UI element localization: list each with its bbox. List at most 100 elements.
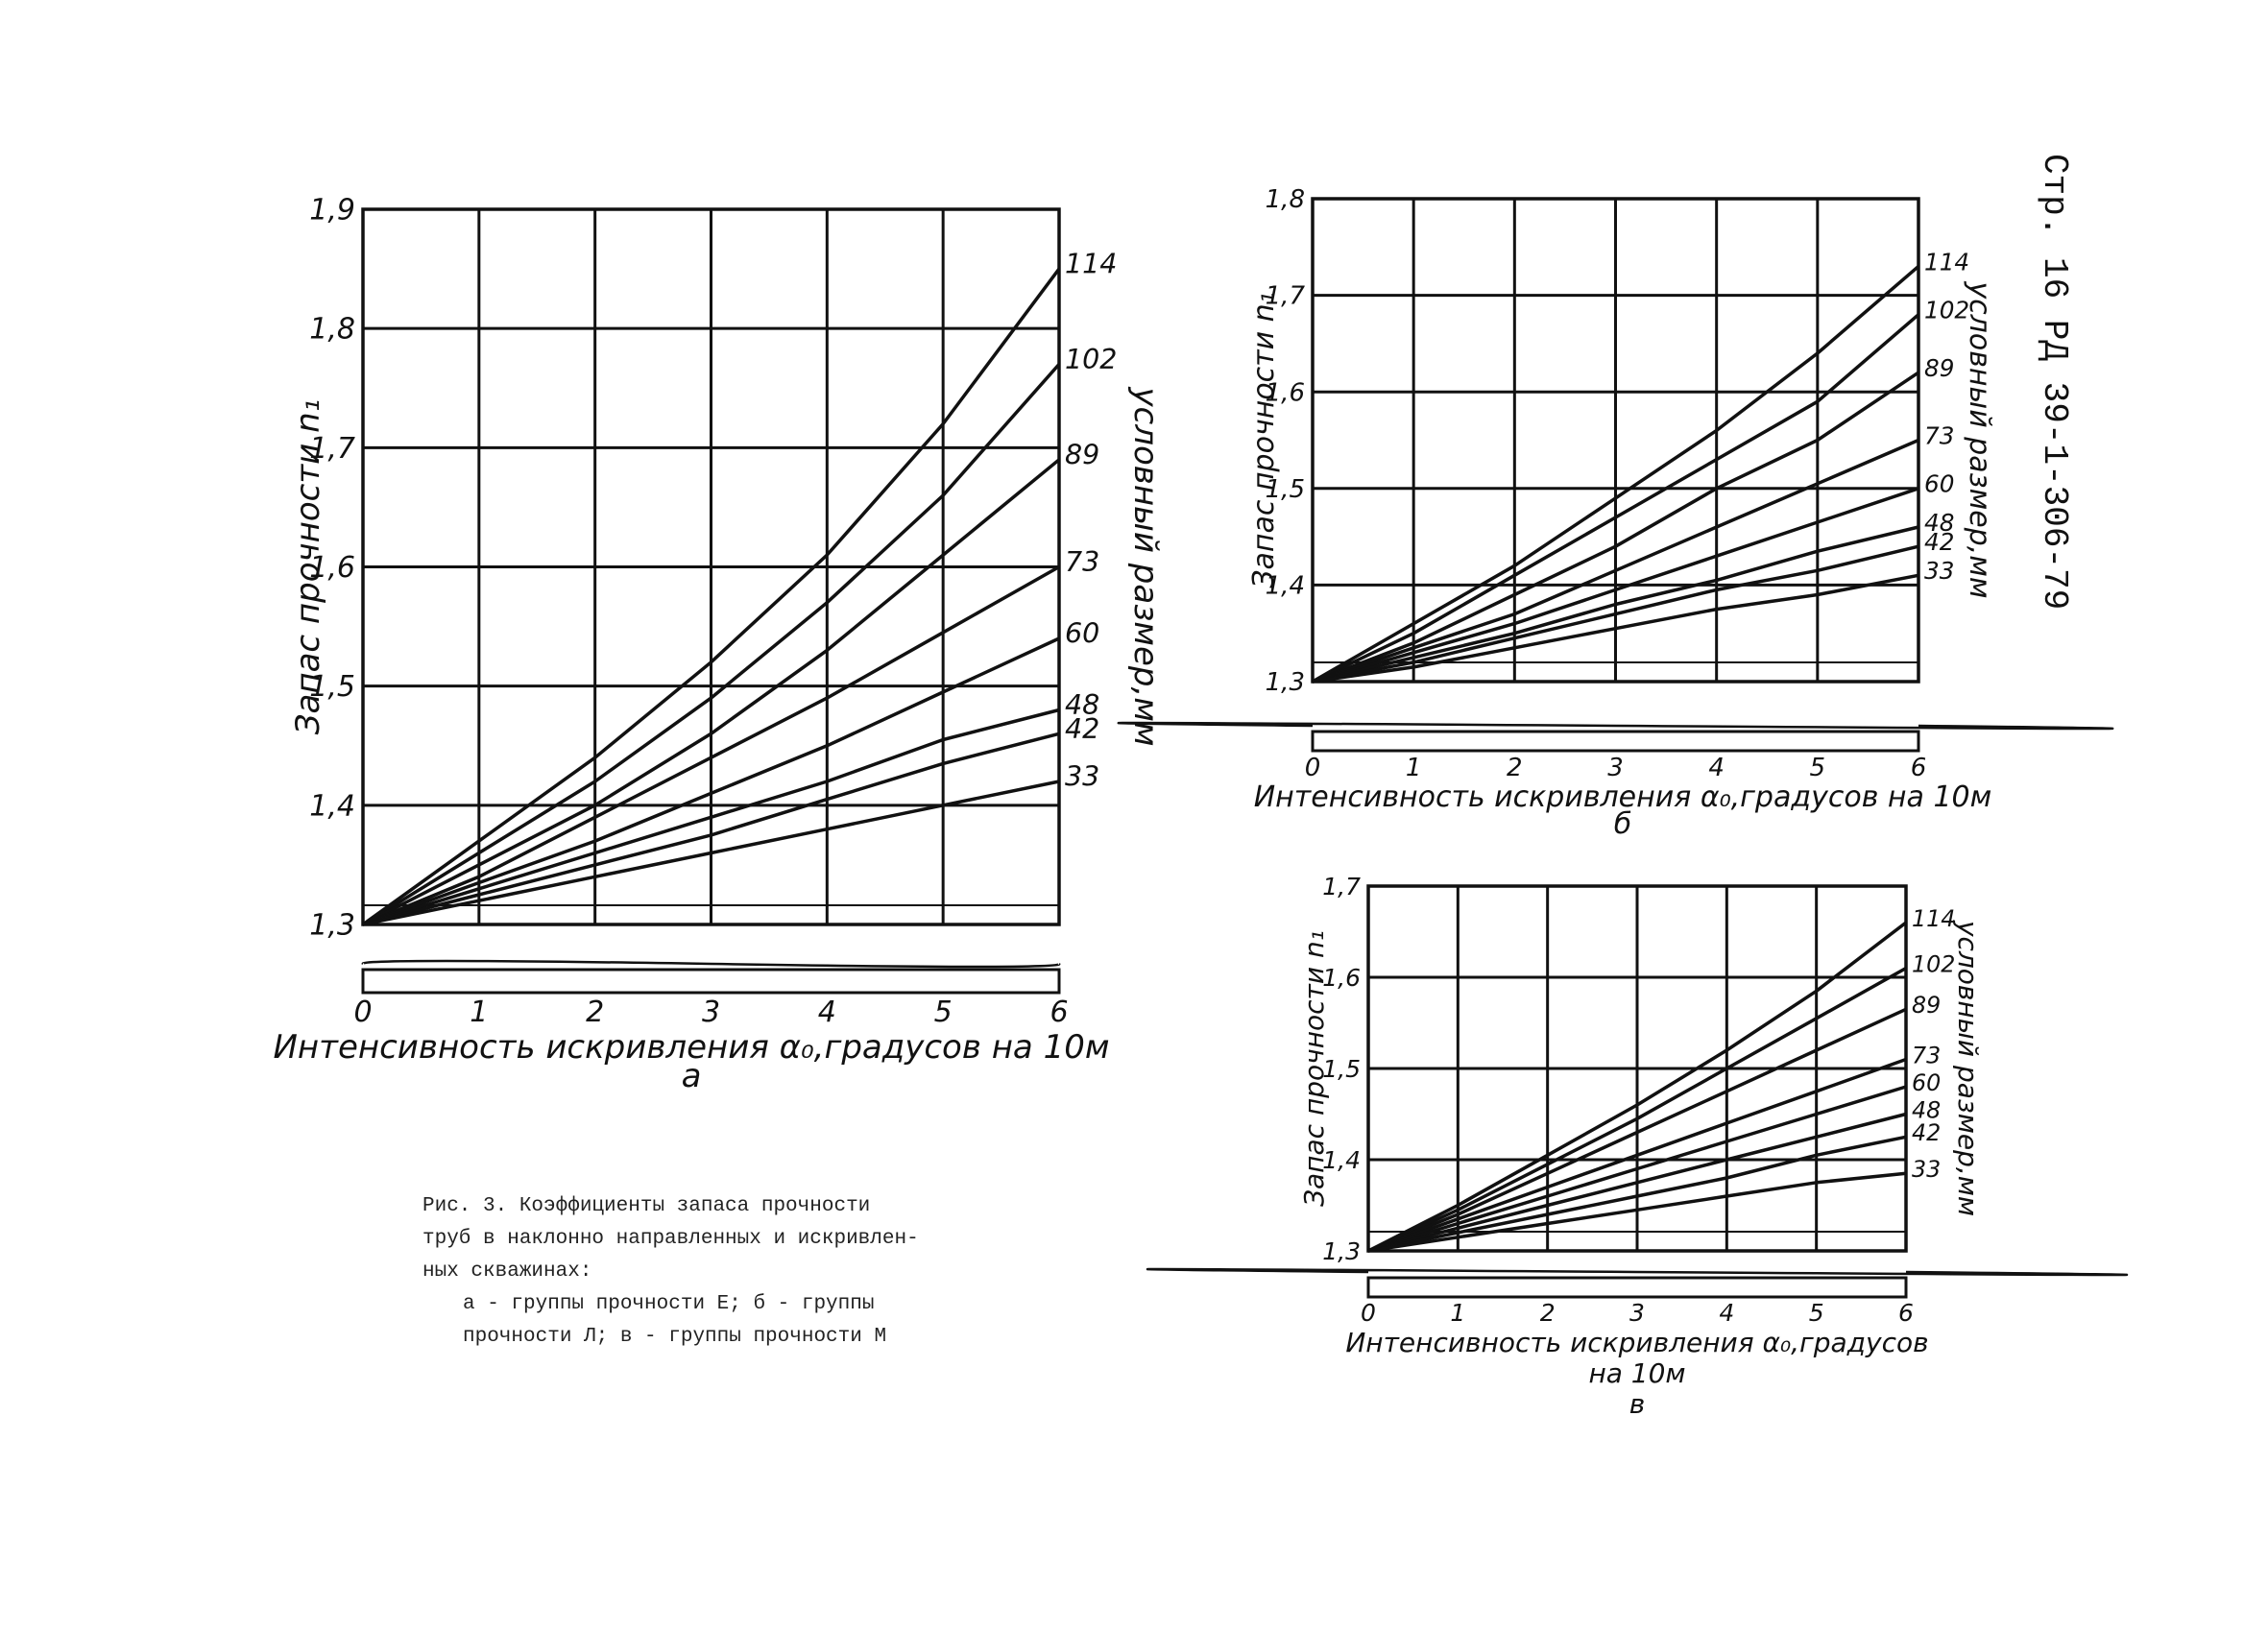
x-tick-label: 4 — [818, 996, 836, 1029]
x-tick-label: 4 — [1719, 1299, 1734, 1327]
series-label-114: 114 — [1912, 905, 1955, 932]
series-line-42 — [1367, 1135, 1907, 1253]
caption-line-3: ных скважинах: — [422, 1260, 592, 1283]
y-tick-label: 1,6 — [1322, 964, 1361, 992]
y-tick-label: 1,4 — [1266, 572, 1305, 601]
series-label-42: 42 — [1065, 713, 1099, 745]
series-label-114: 114 — [1924, 248, 1969, 276]
x-tick-label: 1 — [470, 996, 488, 1029]
x-tick-label: 6 — [1050, 996, 1068, 1029]
series-line-102 — [362, 363, 1061, 926]
series-line-48 — [1367, 1112, 1907, 1253]
x-tick-label: 5 — [1810, 754, 1826, 782]
series-line-73 — [1367, 1057, 1907, 1253]
series-line-89 — [1312, 371, 1919, 684]
series-label-42: 42 — [1912, 1119, 1941, 1146]
y-tick-label: 1,3 — [309, 909, 355, 943]
y-axis-label: Запас прочности n₁ — [1298, 930, 1330, 1207]
panel-label: б — [1614, 807, 1632, 841]
y-tick-label: 1,5 — [1266, 475, 1305, 504]
chart-a: 1,3 1,4 1,5 1,6 1,7 1,8 1,9 0 1 2 3 4 5 6 114 102 89 73 60… — [274, 194, 1165, 1096]
series-line-33 — [362, 780, 1060, 926]
series-label-48: 48 — [1912, 1096, 1941, 1123]
series-label-73: 73 — [1065, 546, 1099, 578]
series-axis-label: условный размер,мм — [1126, 386, 1165, 746]
x-tick-label: 0 — [1305, 754, 1321, 782]
y-tick-label: 1,7 — [309, 432, 355, 466]
series-axis-label: условный размер,мм — [1952, 920, 1984, 1216]
y-tick-label: 1,5 — [309, 670, 355, 704]
series-line-48 — [1312, 525, 1919, 684]
series-line-60 — [1367, 1085, 1907, 1253]
x-tick-label: 5 — [1809, 1299, 1824, 1327]
series-label-60: 60 — [1924, 470, 1954, 498]
series-line-102 — [1367, 966, 1907, 1253]
panel-label: а — [682, 1057, 702, 1095]
x-axis-label: Интенсивность искривления α₀,градусов — [1345, 1327, 1928, 1358]
series-label-33: 33 — [1912, 1156, 1941, 1183]
series-label-114: 114 — [1065, 249, 1117, 280]
x-axis-label: Интенсивность искривления α₀,градусов на… — [274, 1028, 1110, 1067]
y-tick-label: 1,7 — [1266, 282, 1306, 311]
panel-label: в — [1629, 1388, 1646, 1420]
y-axis-label: Запас прочности n₁ — [1247, 292, 1281, 588]
series-line-73 — [362, 564, 1060, 926]
series-line-89 — [362, 458, 1061, 926]
series-line-114 — [1367, 921, 1908, 1253]
series-label-73: 73 — [1912, 1042, 1941, 1068]
y-tick-label: 1,3 — [1266, 668, 1305, 697]
series-line-73 — [1312, 438, 1919, 684]
x-axis-strip — [1311, 730, 1920, 753]
series-line-33 — [1312, 573, 1919, 684]
caption-line-2: труб в наклонно направленных и искривлен… — [422, 1228, 919, 1250]
x-tick-label: 3 — [702, 996, 720, 1029]
series-label-89: 89 — [1065, 439, 1099, 470]
series-label-102: 102 — [1912, 950, 1955, 977]
x-axis-strip — [1366, 1276, 1908, 1299]
series-label-89: 89 — [1912, 992, 1941, 1019]
y-tick-label: 1,5 — [1322, 1055, 1361, 1083]
y-tick-label: 1,4 — [309, 789, 355, 823]
series-label-42: 42 — [1924, 528, 1954, 556]
series-line-33 — [1367, 1171, 1907, 1253]
series-line-48 — [362, 708, 1060, 926]
page-header-text: Стр. 16 РД 39-1-306-79 — [2035, 154, 2074, 611]
figure-caption: Рис. 3. Коэффициенты запаса прочности тр… — [422, 1190, 1056, 1354]
y-tick-label: 1,7 — [1322, 873, 1361, 900]
series-axis-label: условный размер,мм — [1963, 280, 1996, 598]
series-line-114 — [361, 268, 1061, 926]
caption-line-1: Рис. 3. Коэффициенты запаса прочности — [422, 1195, 871, 1217]
x-tick-label: 5 — [934, 996, 953, 1029]
series-line-60 — [362, 636, 1060, 926]
x-tick-label: 3 — [1607, 754, 1624, 782]
series-label-33: 33 — [1924, 557, 1954, 585]
y-tick-label: 1,8 — [1266, 185, 1305, 214]
x-tick-label: 3 — [1629, 1299, 1645, 1327]
series-line-89 — [1367, 1007, 1907, 1253]
series-line-102 — [1312, 313, 1920, 684]
series-label-89: 89 — [1924, 354, 1954, 382]
x-tick-label: 2 — [586, 996, 604, 1029]
page-header: Стр. 16 РД 39-1-306-79 — [2026, 154, 2084, 653]
x-axis-strip — [361, 968, 1061, 995]
x-tick-label: 4 — [1708, 754, 1725, 782]
y-tick-label: 1,9 — [309, 194, 355, 228]
y-axis-label: Запас прочности n₁ — [289, 399, 327, 735]
x-tick-label: 6 — [1911, 754, 1927, 782]
x-tick-label: 0 — [1361, 1299, 1376, 1327]
chart-b: 1,3 1,4 1,5 1,6 1,7 1,8 0 1 2 3 4 5 6 114 102 89 73 60 484… — [1117, 185, 2114, 841]
caption-line-5: прочности Л; в - группы прочности М — [463, 1326, 887, 1348]
axis-break-wave — [1146, 1267, 2129, 1277]
y-tick-label: 1,6 — [309, 551, 355, 585]
y-tick-label: 1,4 — [1322, 1146, 1361, 1174]
series-label-102: 102 — [1065, 344, 1117, 375]
x-tick-label: 6 — [1898, 1299, 1914, 1327]
series-label-33: 33 — [1065, 761, 1099, 793]
series-line-114 — [1312, 265, 1920, 684]
x-axis-label: Интенсивность искривления α₀,градусов на… — [1254, 780, 1992, 814]
series-line-42 — [362, 732, 1060, 926]
x-tick-label: 0 — [353, 996, 372, 1029]
x-tick-label: 2 — [1507, 754, 1523, 782]
axis-break-wave — [1117, 721, 2114, 731]
